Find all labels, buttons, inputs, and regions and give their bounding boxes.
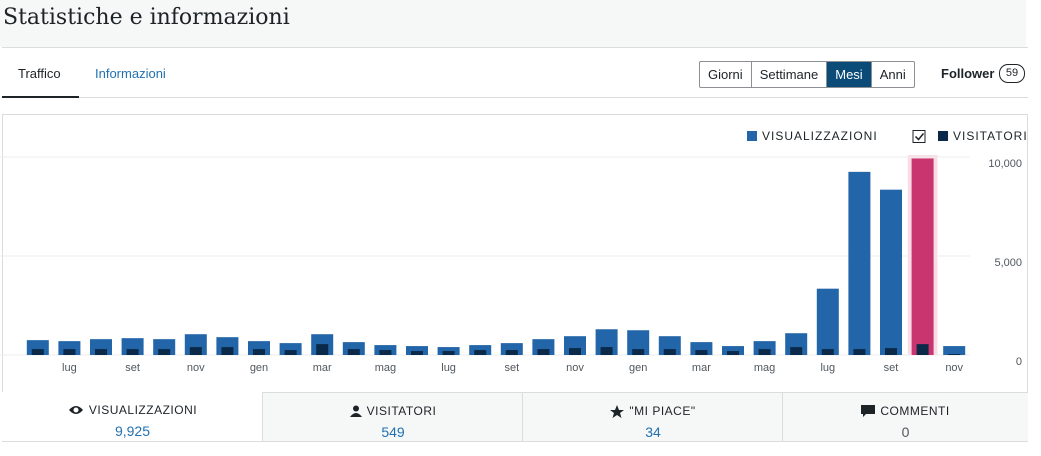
person-icon [349,405,362,417]
legend-checkbox[interactable] [912,130,926,143]
x-tick-label: nov [945,362,963,374]
visitors-bar [853,349,866,355]
visitors-bar [727,351,739,355]
y-tick-label: 5,000 [994,257,1022,269]
visitors-bar [663,349,676,355]
visitors-bar [505,350,518,355]
period-button[interactable]: Settimane [750,62,827,87]
views-bar [406,346,428,355]
visitors-bar [885,348,897,355]
x-tick-label: mag [375,362,396,374]
visitors-bar [221,347,234,355]
x-tick-label: mag [754,362,775,374]
views-bar [911,158,934,355]
visitors-bar [632,349,645,355]
visitors-bar [758,349,771,355]
legend-swatch [747,131,757,141]
visitors-bar [600,347,613,355]
visitors-bar [916,344,929,355]
views-bar [374,345,397,355]
tab-bar: Traffico Informazioni [2,47,1028,98]
visitors-bar [442,351,455,355]
tab[interactable]: Traffico [18,66,61,81]
visitors-bar [63,349,76,355]
visitors-bar [790,347,803,355]
chart: 0 5,000 10,000 lug set nov gen mar mag lug set nov g… [0,129,1028,374]
header: Statistiche e informazioni [0,0,1026,47]
visitors-bar [316,344,329,355]
visitors-bar [379,350,392,355]
visitors-bar [537,349,550,355]
visitors-bar [158,349,171,355]
x-tick-label: lug [441,362,456,374]
summary-label: VISUALIZZAZIONI [88,403,198,417]
visitors-bar [31,349,44,355]
follower-label[interactable]: Follower [941,66,995,81]
period-button[interactable]: Giorni [708,67,743,82]
views-bar [469,345,492,355]
legend-label: VISUALIZZAZIONI [762,129,878,143]
visitors-bar [253,349,265,355]
summary-cell[interactable]: VISUALIZZAZIONI 9,925 [2,392,263,441]
x-tick-label: lug [820,362,835,374]
y-tick-label: 0 [1016,356,1022,368]
eye-icon [68,406,83,414]
x-tick-label: nov [566,362,584,374]
summary-value: 34 [645,424,661,440]
x-tick-label: lug [62,362,77,374]
period-button[interactable]: Mesi [826,62,871,87]
summary-label: COMMENTI [880,404,950,418]
chart-card [2,114,1028,442]
x-tick-label: mar [692,362,711,374]
summary-label: VISITATORI [366,404,437,418]
checkmark [914,133,925,141]
visitors-bar [189,347,202,355]
visitors-bar [411,351,423,355]
views-bar [722,346,744,355]
tab-underline [2,96,79,98]
views-bar [943,346,966,355]
comment-icon [861,404,876,417]
visitors-bar [569,348,581,355]
views-bar [500,343,523,355]
page-title: Statistiche e informazioni [3,5,290,30]
summary-cell[interactable]: VISITATORI 549 [262,392,523,441]
y-tick-label: 10,000 [988,158,1022,170]
follower-count[interactable]: 59 [999,64,1025,83]
x-tick-label: gen [250,362,268,374]
summary-cell[interactable]: "MI PIACE" 34 [522,392,783,441]
views-bar [816,288,839,355]
visitors-bar [821,349,834,355]
summary-label: "MI PIACE" [629,404,696,418]
period-button[interactable]: Anni [870,62,914,87]
summary-value: 9,925 [114,423,151,439]
visitors-bar [347,349,360,355]
x-tick-label: nov [187,362,205,374]
period-switcher: Giorni Settimane Mesi Anni [699,61,915,88]
visitors-bar [948,354,961,355]
summary-value: 549 [381,424,405,440]
tab[interactable]: Informazioni [95,66,166,81]
visitors-bar [126,349,139,355]
x-tick-label: set [125,362,140,374]
x-tick-label: set [884,362,899,374]
star-icon [610,404,625,418]
legend-label: VISITATORI [953,129,1028,143]
x-tick-label: gen [629,362,647,374]
views-bar [279,343,302,355]
summary-cell[interactable]: COMMENTI 0 [782,392,1028,441]
x-tick-label: set [504,362,519,374]
x-tick-label: mar [313,362,332,374]
views-bar [880,189,902,355]
visitors-bar [95,349,107,355]
summary-value: 0 [901,424,910,440]
legend-swatch [938,131,948,141]
views-bar [627,330,650,355]
visitors-bar [695,350,708,355]
views-bar [848,171,871,355]
visitors-bar [474,350,487,355]
visitors-bar [284,350,297,355]
